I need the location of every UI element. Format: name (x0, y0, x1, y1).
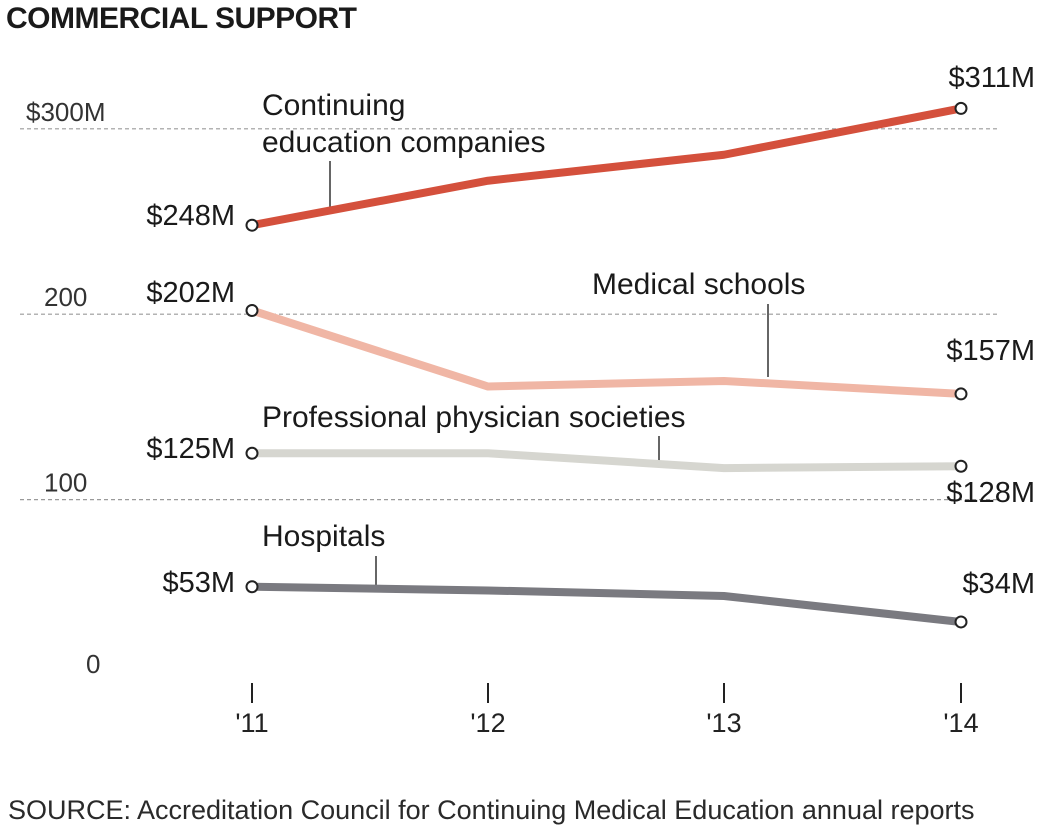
start-value-label: $53M (162, 567, 235, 599)
y-tick-label: $300M (26, 97, 106, 127)
start-value-label: $202M (146, 277, 235, 309)
series-name-label: Hospitals (262, 520, 385, 553)
data-point-marker (954, 459, 968, 473)
data-point-marker (954, 387, 968, 401)
y-tick-label: 100 (44, 468, 87, 498)
series-name-label: Medical schools (592, 268, 805, 301)
data-point-marker (245, 303, 259, 317)
end-value-label: $34M (962, 568, 1035, 600)
data-point-marker (954, 615, 968, 629)
line-chart: 0 100 200 $300M '11 '12 '13 '14 Continuing educat… (20, 62, 1035, 738)
chart-title: COMMERCIAL SUPPORT (6, 2, 357, 35)
start-value-label: $248M (146, 200, 235, 232)
series-line-medical-schools (250, 306, 962, 398)
y-tick-label: 0 (86, 649, 100, 679)
x-tick-label: '12 (470, 708, 505, 738)
data-point-marker (245, 446, 259, 460)
source-note: SOURCE: Accreditation Council for Contin… (8, 795, 975, 825)
data-point-marker (245, 580, 259, 594)
x-tick-label: '13 (706, 708, 741, 738)
start-value-label: $125M (146, 433, 235, 465)
end-value-label: $157M (946, 335, 1035, 367)
series-name-label: Continuing (262, 89, 405, 122)
y-tick-label: 200 (44, 282, 87, 312)
end-value-label: $128M (946, 477, 1035, 509)
data-point-marker (954, 101, 968, 115)
x-tick-label: '11 (235, 708, 268, 738)
series-line-hospitals (251, 582, 962, 626)
series-name-label: Professional physician societies (262, 401, 686, 434)
x-tick-label: '14 (943, 708, 978, 738)
series-line-physician-societies (252, 449, 962, 473)
end-value-label: $311M (948, 62, 1035, 94)
data-point-marker (245, 218, 259, 232)
series-name-label: education companies (262, 126, 546, 159)
series-line-education-companies (251, 104, 962, 230)
